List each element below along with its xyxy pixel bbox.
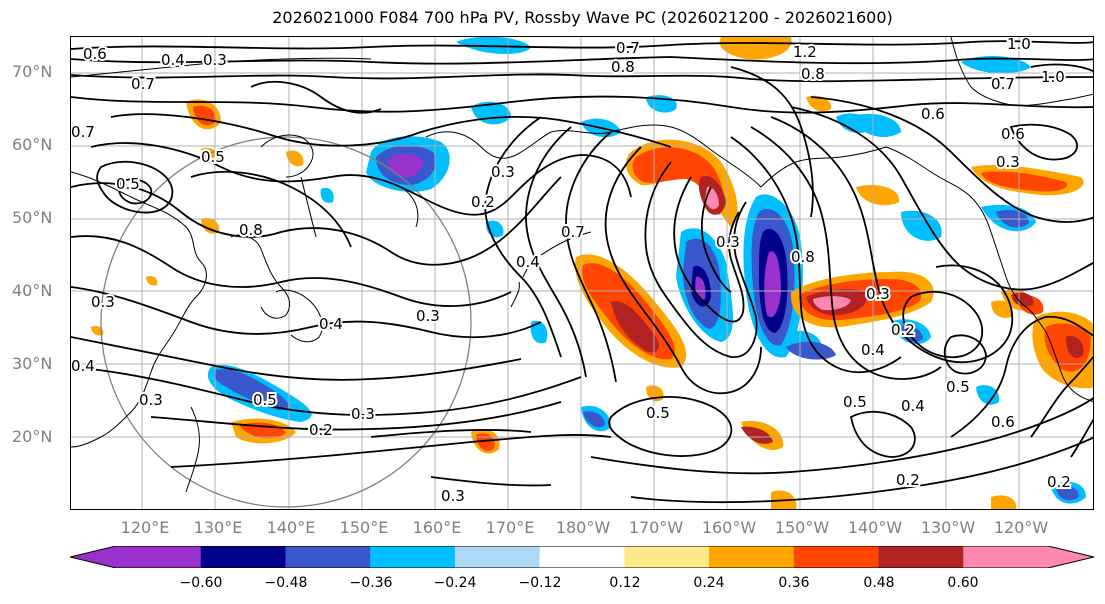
- contour-label: 0.6: [921, 105, 945, 123]
- colorbar: [70, 546, 1094, 568]
- contour-label: 0.7: [131, 75, 155, 93]
- contour-label: 0.5: [116, 175, 140, 193]
- lon-label: 140°E: [266, 518, 316, 537]
- coastlines: [71, 37, 1093, 493]
- contour-label: 0.7: [71, 123, 95, 141]
- contour-label: 0.8: [611, 58, 635, 76]
- contour-label: 0.4: [71, 357, 95, 375]
- contour-label: 0.8: [239, 221, 263, 239]
- colorbar-segment: [793, 546, 880, 568]
- contour-label: 0.3: [139, 391, 163, 409]
- colorbar-tick-label: −0.48: [264, 575, 308, 591]
- contour-label: 0.3: [441, 487, 465, 505]
- contour-label: 0.8: [791, 248, 815, 266]
- contour-label: 0.3: [351, 405, 375, 423]
- colorbar-segment: [200, 546, 286, 568]
- contour-label: 0.2: [896, 471, 920, 489]
- contour-label: 0.2: [309, 421, 333, 439]
- contour-label: 1.2: [793, 43, 817, 61]
- graticule: [71, 37, 1093, 509]
- colorbar-tick-label: 0.48: [863, 575, 895, 591]
- contour-label: 0.7: [616, 39, 640, 57]
- colorbar-tick-label: −0.12: [518, 575, 562, 591]
- lat-label: 20°N: [12, 427, 53, 446]
- contour-label: 0.6: [991, 413, 1015, 431]
- contour-label: 0.5: [201, 148, 225, 166]
- colorbar-segment: [624, 546, 710, 568]
- contour-label: 0.5: [843, 393, 867, 411]
- colorbar-tick-label: −0.36: [349, 575, 393, 591]
- contour-label: 0.3: [996, 153, 1020, 171]
- colorbar-segment: [370, 546, 456, 568]
- lon-label: 130°W: [920, 518, 976, 537]
- map-canvas: 0.6 0.4 0.3 0.7 0.8 0.7 1.2 1.0 1.0 0.8 …: [71, 37, 1093, 509]
- contour-label: 0.5: [946, 378, 970, 396]
- colorbar-tick-label: −0.24: [433, 575, 477, 591]
- contour-label: 0.3: [716, 233, 740, 251]
- contour-label: 0.2: [891, 321, 915, 339]
- lon-label: 170°W: [628, 518, 684, 537]
- pv-contours: [71, 40, 1093, 504]
- lon-label: 130°E: [193, 518, 243, 537]
- contour-label: 0.6: [83, 45, 107, 63]
- colorbar-segment: [963, 546, 1049, 568]
- contour-label: 0.3: [491, 163, 515, 181]
- lon-label: 120°E: [120, 518, 170, 537]
- lon-label: 170°E: [485, 518, 535, 537]
- lon-label: 140°W: [847, 518, 903, 537]
- lat-label: 70°N: [12, 62, 53, 81]
- colorbar-segment: [285, 546, 371, 568]
- colorbar-segments: [116, 546, 1049, 568]
- contour-label: 0.4: [901, 397, 925, 415]
- contour-label: 0.2: [1047, 473, 1071, 491]
- lat-label: 60°N: [12, 135, 53, 154]
- colorbar-tick-label: 0.60: [947, 575, 979, 591]
- map-panel: 0.6 0.4 0.3 0.7 0.8 0.7 1.2 1.0 1.0 0.8 …: [70, 36, 1094, 510]
- chart-title: 2026021000 F084 700 hPa PV, Rossby Wave …: [272, 8, 893, 27]
- colorbar-tick-label: 0.12: [609, 575, 641, 591]
- lon-label: 150°E: [339, 518, 389, 537]
- contour-label: 0.5: [646, 404, 670, 422]
- colorbar-tick-label: 0.36: [778, 575, 810, 591]
- contour-label: 0.3: [91, 293, 115, 311]
- contour-label: 0.5: [253, 391, 277, 409]
- contour-label: 1.0: [1007, 37, 1031, 53]
- lat-label: 30°N: [12, 354, 53, 373]
- colorbar-segment: [878, 546, 964, 568]
- contour-label: 0.4: [319, 315, 343, 333]
- lat-label: 40°N: [12, 281, 53, 300]
- colorbar-segment: [116, 546, 202, 568]
- lon-label: 160°E: [412, 518, 462, 537]
- contour-label: 0.3: [866, 285, 890, 303]
- contour-label: 0.7: [561, 223, 585, 241]
- lat-label: 50°N: [12, 208, 53, 227]
- range-circle: [100, 136, 472, 508]
- lon-label: 120°W: [993, 518, 1049, 537]
- colorbar-segment: [539, 546, 625, 568]
- contour-label: 1.0: [1041, 68, 1065, 86]
- contour-label: 0.2: [471, 193, 495, 211]
- contour-label: 0.4: [516, 253, 540, 271]
- lon-label: 160°W: [701, 518, 757, 537]
- colorbar-extend-max: [1048, 546, 1094, 568]
- colorbar-tick-label: 0.24: [693, 575, 725, 591]
- contour-label: 0.8: [801, 65, 825, 83]
- contour-label: 0.4: [861, 341, 885, 359]
- contour-label: 0.7: [991, 75, 1015, 93]
- colorbar-extend-min: [70, 546, 116, 568]
- colorbar-segment: [454, 546, 541, 568]
- lon-label: 150°W: [774, 518, 830, 537]
- lon-label: 180°W: [555, 518, 611, 537]
- contour-label: 0.3: [416, 307, 440, 325]
- contour-label: 0.6: [1001, 125, 1025, 143]
- contour-label: 0.3: [203, 51, 227, 69]
- contour-label: 0.4: [161, 51, 185, 69]
- colorbar-segment: [709, 546, 795, 568]
- contour-label-group: 0.6 0.4 0.3 0.7 0.8 0.7 1.2 1.0 1.0 0.8 …: [71, 37, 1073, 507]
- colorbar-tick-label: −0.60: [179, 575, 223, 591]
